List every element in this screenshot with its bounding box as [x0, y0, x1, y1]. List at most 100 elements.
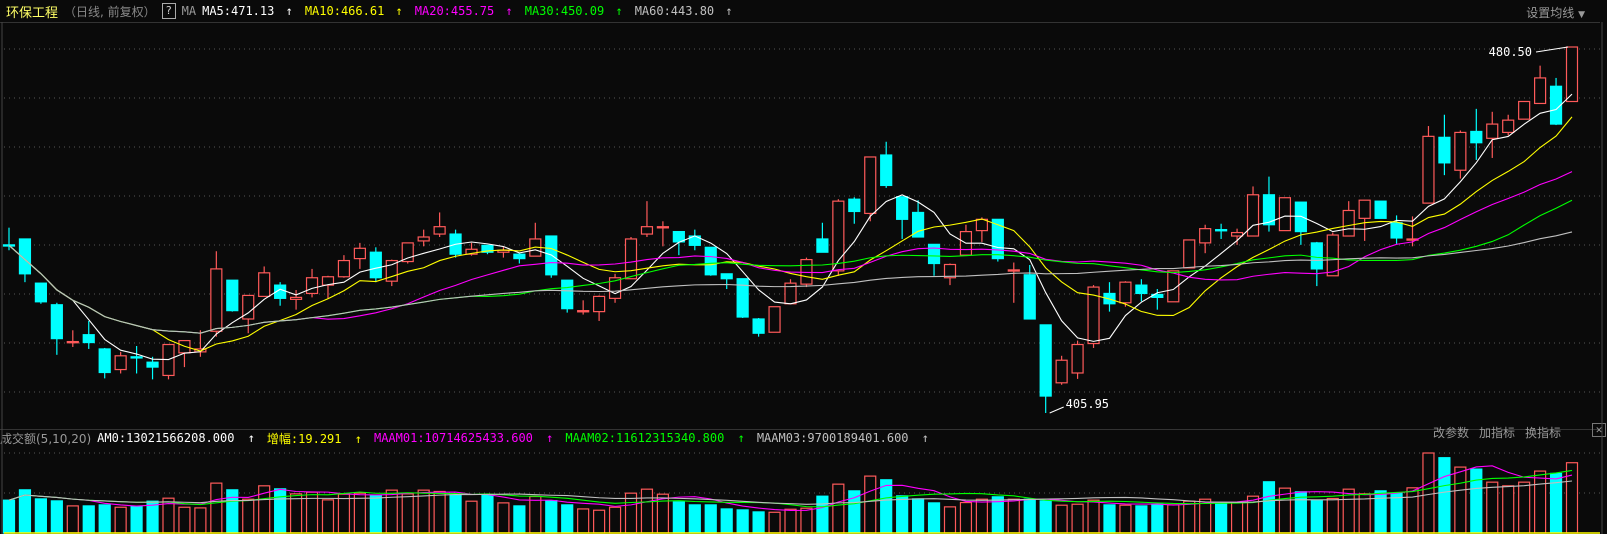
chart-header: 环保工程 （日线, 前复权） ? MA MA5:471.13 ↑ MA10:46…	[0, 0, 1600, 23]
add-indicator-button[interactable]: 加指标	[1478, 426, 1515, 440]
candle-up	[337, 259, 351, 278]
candle-down	[1215, 229, 1228, 232]
volume-bar	[1278, 487, 1292, 534]
candle-up	[577, 310, 590, 313]
candle-up	[194, 348, 207, 353]
volume-bar	[656, 493, 670, 534]
candle-up	[242, 294, 255, 320]
candle-up	[832, 200, 845, 272]
volume-bar	[1502, 485, 1515, 534]
low-price-label: 405.95	[1066, 397, 1109, 411]
ma30-label: MA30:450.09	[524, 4, 605, 18]
volume-bar	[943, 506, 957, 534]
volume-bar	[1167, 504, 1180, 534]
volume-bar	[369, 494, 382, 534]
ma5-value: MA5:471.13 ↑	[202, 4, 299, 18]
candle-down	[449, 233, 462, 255]
candle-up	[1230, 231, 1244, 237]
amount-ma5-line	[8, 465, 1573, 511]
up-arrow-icon: ↑	[505, 4, 513, 18]
candle-up	[1071, 343, 1084, 374]
indicator-name[interactable]: MA	[181, 4, 197, 18]
candle-down	[274, 284, 287, 299]
question-mark-icon[interactable]: ?	[161, 3, 176, 19]
volume-title[interactable]: 成交额(5,10,20)	[0, 431, 92, 446]
candle-up	[1199, 228, 1212, 244]
volume-bar	[1486, 481, 1499, 534]
volume-bar	[1119, 504, 1132, 534]
ma30-value: MA30:450.09 ↑	[525, 4, 629, 18]
candle-up	[1358, 199, 1371, 219]
ma5-label: MA5:471.13	[202, 4, 275, 18]
candle-down	[130, 356, 143, 359]
volume-bar	[927, 502, 941, 534]
volume-bar	[1246, 495, 1260, 534]
candle-down	[1135, 284, 1148, 295]
volume-bar	[752, 511, 765, 534]
candle-up	[1342, 209, 1355, 237]
candle-down	[1374, 200, 1387, 219]
stock-name: 环保工程	[6, 5, 59, 21]
up-arrow-icon: ↑	[546, 431, 554, 445]
candle-down	[896, 196, 909, 220]
candle-down	[146, 361, 159, 368]
candle-down	[82, 334, 95, 344]
candle-up	[1454, 131, 1467, 171]
volume-bar	[305, 491, 319, 534]
volume-bar	[1023, 498, 1036, 534]
candle-up	[608, 277, 622, 299]
ma5-line	[8, 93, 1573, 361]
volume-bar	[337, 493, 351, 534]
candle-up	[943, 263, 957, 279]
volume-bar	[2, 499, 16, 534]
volume-bar	[1438, 457, 1451, 534]
volume-bar	[82, 505, 95, 534]
volume-bar	[401, 493, 414, 534]
ma10-value: MA10:466.61 ↑	[305, 4, 409, 18]
candle-down	[513, 253, 526, 260]
volume-bar	[449, 494, 462, 534]
candle-down	[226, 279, 239, 312]
volume-bar	[608, 506, 622, 534]
ma20-value: MA20:455.75 ↑	[415, 4, 519, 18]
volume-bar	[1454, 466, 1467, 534]
candle-up	[1406, 238, 1419, 241]
volume-bar	[385, 489, 398, 534]
candle-up	[1278, 197, 1292, 232]
candle-up	[162, 343, 175, 377]
candle-down	[1470, 130, 1483, 144]
volume-bar	[98, 504, 111, 534]
volume-bar	[114, 506, 127, 534]
volume-bar	[911, 498, 925, 534]
close-icon[interactable]: ✕	[1592, 423, 1606, 437]
high-pointer-icon	[1535, 46, 1569, 53]
up-arrow-icon: ↑	[615, 4, 623, 18]
candle-up	[529, 238, 542, 257]
candle-up	[465, 248, 478, 255]
candle-up	[289, 296, 303, 300]
candle-up	[66, 340, 79, 344]
volume-bar	[481, 494, 494, 534]
volume-bar	[1262, 481, 1276, 534]
candle-down	[848, 198, 861, 213]
volume-bar	[784, 508, 797, 534]
candle-up	[497, 249, 510, 253]
change-indicator-button[interactable]: 换指标	[1524, 426, 1561, 440]
candle-up	[433, 226, 446, 235]
volume-bar	[497, 502, 510, 534]
am0-value: AM0:13021566208.000 ↑	[97, 431, 261, 445]
volume-bar	[433, 490, 446, 534]
set-ma-button[interactable]: 设置均线 ▼	[1526, 4, 1585, 21]
up-arrow-icon: ↑	[737, 431, 745, 445]
edit-params-button[interactable]: 改参数	[1432, 426, 1469, 440]
period-label: （日线, 前复权）	[64, 4, 156, 19]
volume-bar	[577, 508, 590, 534]
volume-bar	[1103, 504, 1116, 534]
amount-ma10-line	[8, 469, 1573, 508]
volume-bar	[146, 500, 159, 534]
volume-bar	[1406, 487, 1419, 534]
candle-down	[18, 238, 32, 275]
up-arrow-icon: ↑	[921, 431, 929, 445]
candle-up	[624, 238, 638, 280]
